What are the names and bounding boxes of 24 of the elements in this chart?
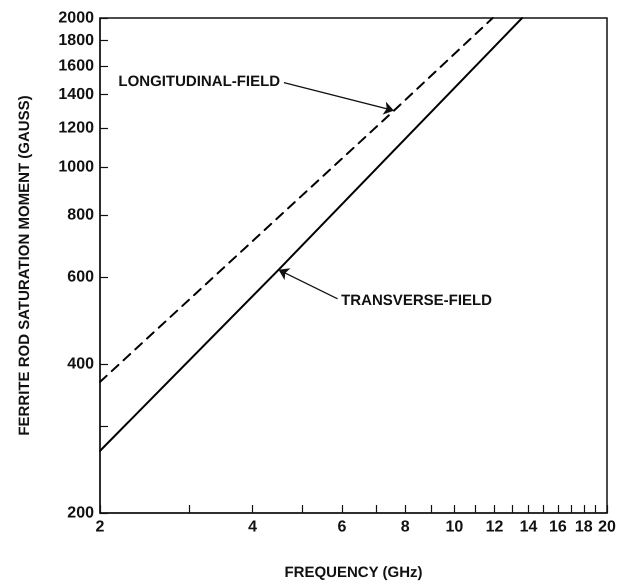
- y-tick-label: 800: [67, 206, 94, 224]
- y-tick-label: 1200: [58, 119, 94, 136]
- x-tick-label: 12: [486, 518, 504, 536]
- y-axis-title: FERRITE ROD SATURATION MOMENT (GAUSS): [16, 95, 33, 436]
- x-tick-label: 14: [520, 518, 538, 536]
- x-tick-label: 4: [248, 518, 258, 536]
- x-tick-label: 6: [337, 518, 346, 536]
- x-axis-title: FREQUENCY (GHz): [284, 564, 423, 581]
- y-tick-label: 2000: [58, 10, 94, 26]
- x-tick-label: 10: [445, 518, 464, 536]
- x-tick-label: 20: [598, 518, 616, 536]
- y-tick-label: 1600: [58, 57, 94, 74]
- x-tick-label: 16: [548, 518, 567, 536]
- y-tick-label: 1000: [58, 158, 94, 176]
- y-tick-label: 600: [67, 268, 94, 286]
- y-tick-label: 1400: [58, 86, 94, 104]
- x-tick-label: 2: [96, 518, 105, 536]
- annotation: TRANSVERSE-FIELD: [341, 292, 492, 310]
- y-tick-label: 200: [67, 504, 94, 522]
- y-tick-label: 1800: [58, 32, 94, 50]
- annotation: LONGITUDINAL-FIELD: [118, 73, 280, 90]
- x-tick-label: 8: [400, 518, 410, 536]
- y-tick-label: 400: [67, 355, 94, 372]
- x-tick-label: 18: [574, 518, 593, 536]
